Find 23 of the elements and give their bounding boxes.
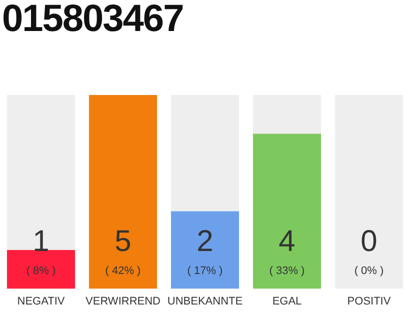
x-tick-label: VERWIRREND (86, 295, 161, 308)
annotation: ( 33% ) (269, 264, 305, 277)
bar (170, 211, 240, 289)
annotation: 0 (360, 225, 378, 258)
annotation: ( 8% ) (26, 264, 56, 277)
annotation: ( 17% ) (187, 264, 223, 277)
data-label: 4 (278, 225, 296, 258)
data-label: 5 (114, 225, 132, 258)
bar (252, 95, 322, 134)
x-tick-label: NEGATIV (17, 295, 66, 308)
x-tick-label: EGAL (272, 295, 302, 308)
annotation: ( 0% ) (354, 264, 384, 277)
data-label: 2 (196, 225, 214, 258)
bar (6, 95, 76, 250)
bar (252, 134, 322, 289)
x-tick-label: POSITIV (347, 295, 392, 308)
x-tick-label: UNBEKANNTE (167, 295, 243, 308)
bar (170, 95, 240, 212)
bar (6, 250, 76, 289)
chart-title: 015803467 (2, 0, 184, 41)
data-label: 1 (32, 225, 50, 258)
annotation: ( 42% ) (105, 264, 141, 277)
bar (88, 95, 158, 289)
